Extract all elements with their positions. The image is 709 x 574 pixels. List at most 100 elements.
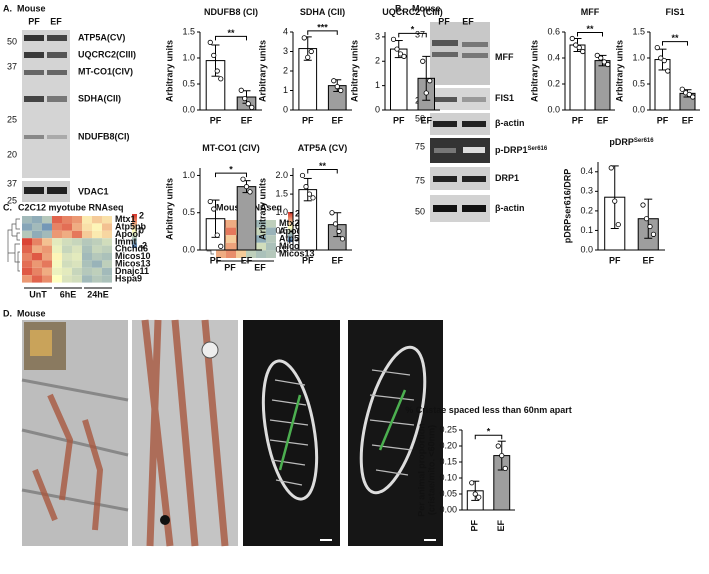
heatmap-cell <box>52 216 62 224</box>
bar <box>236 186 257 251</box>
microscopy-image <box>348 320 443 546</box>
heatmap-cell <box>102 245 112 253</box>
y-tick-label: 0.0 <box>632 104 645 114</box>
chart-title-text: ATP5A (CV) <box>298 143 348 153</box>
y-tick-label: 0.0 <box>275 244 288 254</box>
heatmap-cell <box>256 242 266 251</box>
heatmap-cell <box>82 238 92 246</box>
chart-title-text: MFF <box>581 7 600 17</box>
significance-label: * <box>411 25 415 35</box>
y-axis-label: Arbitrary units <box>257 178 267 240</box>
heatmap-cell <box>266 235 276 243</box>
heatmap-cell <box>226 220 236 228</box>
y-axis-label: Per animal proportion <box>416 423 426 517</box>
heatmap-cell <box>72 253 82 261</box>
data-point <box>661 57 667 64</box>
band-label: p-DRP1Ser616 <box>495 145 548 155</box>
chart-title-text: pDRP <box>609 137 634 147</box>
heatmap-cell <box>62 275 72 283</box>
heatmap-cell <box>92 238 102 246</box>
data-point <box>394 46 400 52</box>
microscopy-image <box>243 320 340 546</box>
chart-title: ATP5A (CV) <box>298 143 348 153</box>
heatmap-cell <box>92 260 102 268</box>
y-axis-label: Arbitrary units <box>257 40 267 102</box>
heatmap-cell <box>32 245 42 253</box>
band-label-sup: Ser616 <box>528 146 548 152</box>
heatmap-cell <box>236 250 246 258</box>
heatmap-cell <box>92 245 102 253</box>
heatmap-cell <box>92 275 102 283</box>
gene-label: Chchd6 <box>115 244 148 254</box>
data-point <box>612 198 618 204</box>
heatmap-cell <box>266 250 276 258</box>
y-axis-label: Arbitrary units <box>164 178 174 240</box>
chart-title-text: UQCRC2 (CIII) <box>382 7 443 17</box>
data-point <box>476 494 482 500</box>
data-point <box>245 101 251 107</box>
heatmap-cell <box>102 253 112 261</box>
x-tick-label: EF <box>241 115 253 125</box>
heatmap-cell <box>82 260 92 268</box>
y-tick-label: 0.2 <box>580 205 593 215</box>
heatmap-cell <box>266 242 276 251</box>
heatmap-cell <box>82 267 92 276</box>
band-label: DRP1 <box>495 173 519 183</box>
heatmap-cell <box>72 216 82 224</box>
x-tick-label: PF <box>302 115 314 125</box>
marker-label: 37 <box>415 29 425 39</box>
heatmap-cell <box>216 250 226 258</box>
y-tick-label: 1.0 <box>275 207 288 217</box>
heatmap-cell <box>22 253 32 261</box>
heatmap-cell <box>42 267 52 276</box>
data-point <box>240 176 246 182</box>
heatmap-cell <box>102 260 112 268</box>
data-point <box>310 195 316 201</box>
y-tick-label: 0.5 <box>182 207 195 217</box>
heatmap-cell <box>226 250 236 258</box>
marker-label: 50 <box>415 113 425 123</box>
y-tick-label: 0.1 <box>580 225 593 235</box>
y-tick-label: 1 <box>375 80 380 90</box>
heatmap-cell <box>42 275 52 283</box>
em-image <box>21 320 129 546</box>
data-point <box>299 172 306 179</box>
heatmap-cell <box>72 238 82 246</box>
bar <box>594 60 611 111</box>
heatmap-cell <box>42 230 52 239</box>
gene-label: Apool <box>115 229 141 239</box>
marker-label: 50 <box>7 36 17 46</box>
y-tick-label: 1.0 <box>632 52 645 62</box>
heatmap-cell <box>72 267 82 276</box>
y-tick-label: 0.5 <box>632 78 645 88</box>
band-label: MFF <box>495 52 514 62</box>
heatmap-cell <box>22 223 32 231</box>
group-label: PF <box>224 262 236 272</box>
heatmap-cell <box>62 253 72 261</box>
y-tick-label: 0.15 <box>439 456 457 466</box>
y-tick-label: 0 <box>375 104 380 114</box>
band-label: SDHA(CII) <box>78 93 121 103</box>
heatmap-cell <box>102 238 112 246</box>
x-tick-label: PF <box>210 115 222 125</box>
data-point <box>598 55 604 61</box>
color-scale-label: -2 <box>139 240 147 250</box>
y-tick-label: 1.5 <box>275 188 288 198</box>
heatmap-cell <box>32 230 42 239</box>
heatmap-cell <box>22 260 32 268</box>
heatmap-cell <box>32 267 42 276</box>
heatmap-cell <box>92 223 102 231</box>
heatmap-title: C2C12 myotube RNAseq <box>18 202 124 212</box>
x-tick-label: EF <box>682 115 694 125</box>
heatmap-cell <box>32 238 42 246</box>
band-label: VDAC1 <box>78 186 109 196</box>
y-tick-label: 2 <box>283 65 288 75</box>
heatmap-cell <box>72 230 82 239</box>
heatmap-cell <box>62 238 72 246</box>
band-label: NDUFB8(CI) <box>78 131 130 141</box>
y-tick-label: 0.4 <box>580 166 593 176</box>
data-point <box>601 59 607 65</box>
panel-label: B. <box>395 3 404 13</box>
y-tick-label: 3 <box>283 46 288 56</box>
